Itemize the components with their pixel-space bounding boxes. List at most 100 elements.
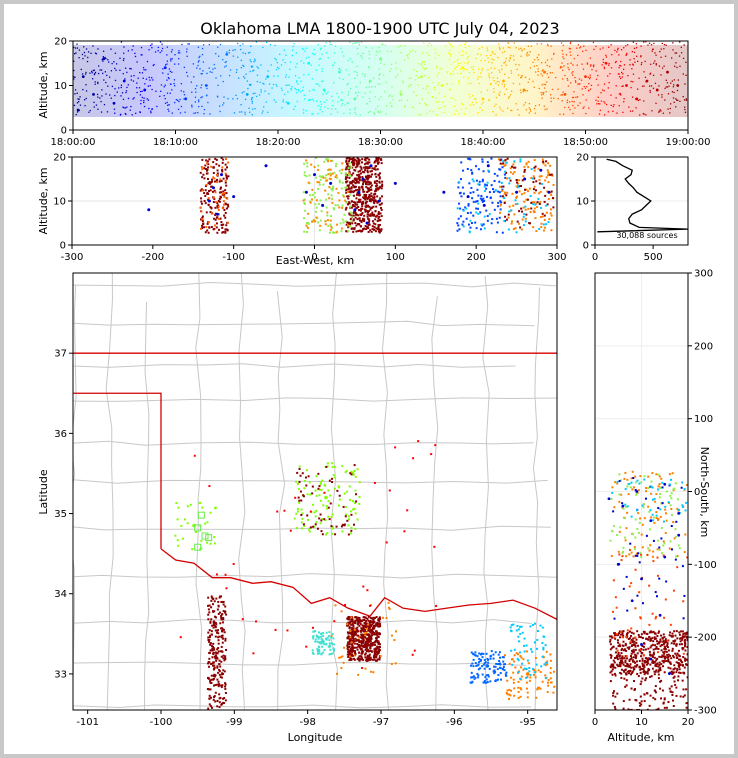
time-height-source	[377, 105, 379, 107]
time-height-source	[408, 77, 410, 80]
east-west-source	[345, 206, 348, 209]
plan-view-source	[352, 638, 355, 641]
east-west-source	[475, 207, 478, 210]
time-height-source	[200, 87, 202, 89]
time-height-source	[254, 108, 256, 110]
east-west-source	[216, 178, 219, 181]
time-height-source	[548, 76, 550, 79]
time-height-source	[324, 45, 326, 47]
east-west-source	[367, 221, 370, 224]
plan-view-source	[318, 650, 321, 653]
plan-view-source	[347, 641, 350, 644]
time-height-source	[506, 107, 509, 109]
plan-view-source	[351, 654, 354, 657]
plan-view-source	[302, 523, 305, 526]
time-height-source	[546, 73, 548, 75]
time-height-source	[127, 50, 130, 52]
north-south-source	[686, 636, 688, 639]
north-south-source	[624, 644, 627, 647]
east-west-source	[471, 171, 474, 174]
time-height-source	[524, 101, 527, 104]
east-west-source	[470, 222, 473, 225]
time-height-source	[637, 60, 639, 62]
time-height-source	[618, 66, 620, 69]
time-height-source	[498, 93, 500, 95]
time-height-source	[467, 61, 470, 63]
east-west-source	[200, 210, 203, 213]
histogram-y-tick-label: 20	[576, 153, 589, 164]
time-height-source	[487, 99, 490, 101]
time-height-source	[341, 51, 343, 53]
time-height-source	[477, 78, 479, 80]
east-west-source	[367, 217, 370, 220]
north-south-source	[656, 634, 659, 637]
time-height-source	[171, 58, 173, 60]
time-height-source	[614, 49, 616, 52]
east-west-source	[214, 218, 217, 221]
time-height-source	[561, 49, 564, 52]
time-height-source	[532, 61, 534, 63]
plan-view-source	[353, 464, 356, 467]
time-height-source	[282, 101, 284, 103]
time-height-source	[456, 66, 458, 68]
plan-view-source	[320, 488, 323, 491]
plan-view-source	[347, 524, 350, 527]
plan-view-source	[328, 653, 331, 656]
plan-view-source	[367, 657, 370, 660]
plan-view-source	[348, 622, 351, 625]
time-height-source	[537, 68, 539, 70]
time-height-source	[386, 50, 389, 52]
east-west-source	[483, 185, 486, 188]
east-west-source	[205, 226, 208, 229]
plan-view-source	[417, 440, 420, 443]
time-height-source	[541, 75, 544, 77]
east-west-source	[221, 166, 224, 169]
time-height-source	[636, 55, 638, 57]
east-west-source	[215, 201, 218, 204]
east-west-source	[503, 219, 506, 222]
plan-view-source	[216, 705, 219, 708]
time-height-source	[250, 60, 252, 63]
plan-view-source	[369, 619, 372, 622]
plan-view-source	[356, 648, 359, 651]
time-height-source	[395, 62, 397, 64]
east-west-source	[349, 182, 352, 185]
east-west-source	[358, 179, 361, 182]
east-west-source	[540, 226, 543, 229]
plan-view-source	[327, 515, 330, 518]
time-height-source	[622, 73, 624, 75]
east-west-source	[520, 207, 523, 210]
time-height-source	[79, 104, 82, 106]
east-west-source	[214, 180, 217, 183]
east-west-source	[376, 168, 379, 171]
plan-view-source	[525, 681, 528, 684]
time-height-source	[90, 52, 92, 54]
time-height-source	[252, 70, 254, 72]
east-west-source	[369, 214, 372, 217]
east-west-source	[335, 174, 338, 177]
north-south-source	[653, 660, 656, 663]
east-west-source	[499, 185, 502, 188]
plan-view-source	[318, 494, 321, 497]
plan-view-source	[364, 616, 367, 619]
time-height-source	[446, 82, 448, 85]
time-height-source	[287, 91, 289, 93]
time-height-source	[443, 105, 445, 108]
time-height-source	[620, 94, 622, 96]
time-height-source	[640, 55, 642, 57]
north-south-source	[663, 650, 666, 653]
plan-view-source	[355, 500, 358, 503]
time-height-source	[89, 109, 91, 112]
north-south-source	[685, 663, 688, 666]
north-south-source	[661, 654, 664, 657]
time-height-source	[212, 68, 214, 70]
north-south-source	[672, 705, 675, 708]
plan-view-source	[209, 642, 212, 645]
plan-view-source	[216, 648, 219, 651]
time-height-source	[108, 76, 111, 78]
time-height-source	[546, 43, 549, 46]
north-south-source	[621, 660, 624, 663]
plan-view-source	[223, 715, 225, 717]
plan-view-source	[314, 630, 317, 633]
east-west-source	[201, 218, 204, 221]
